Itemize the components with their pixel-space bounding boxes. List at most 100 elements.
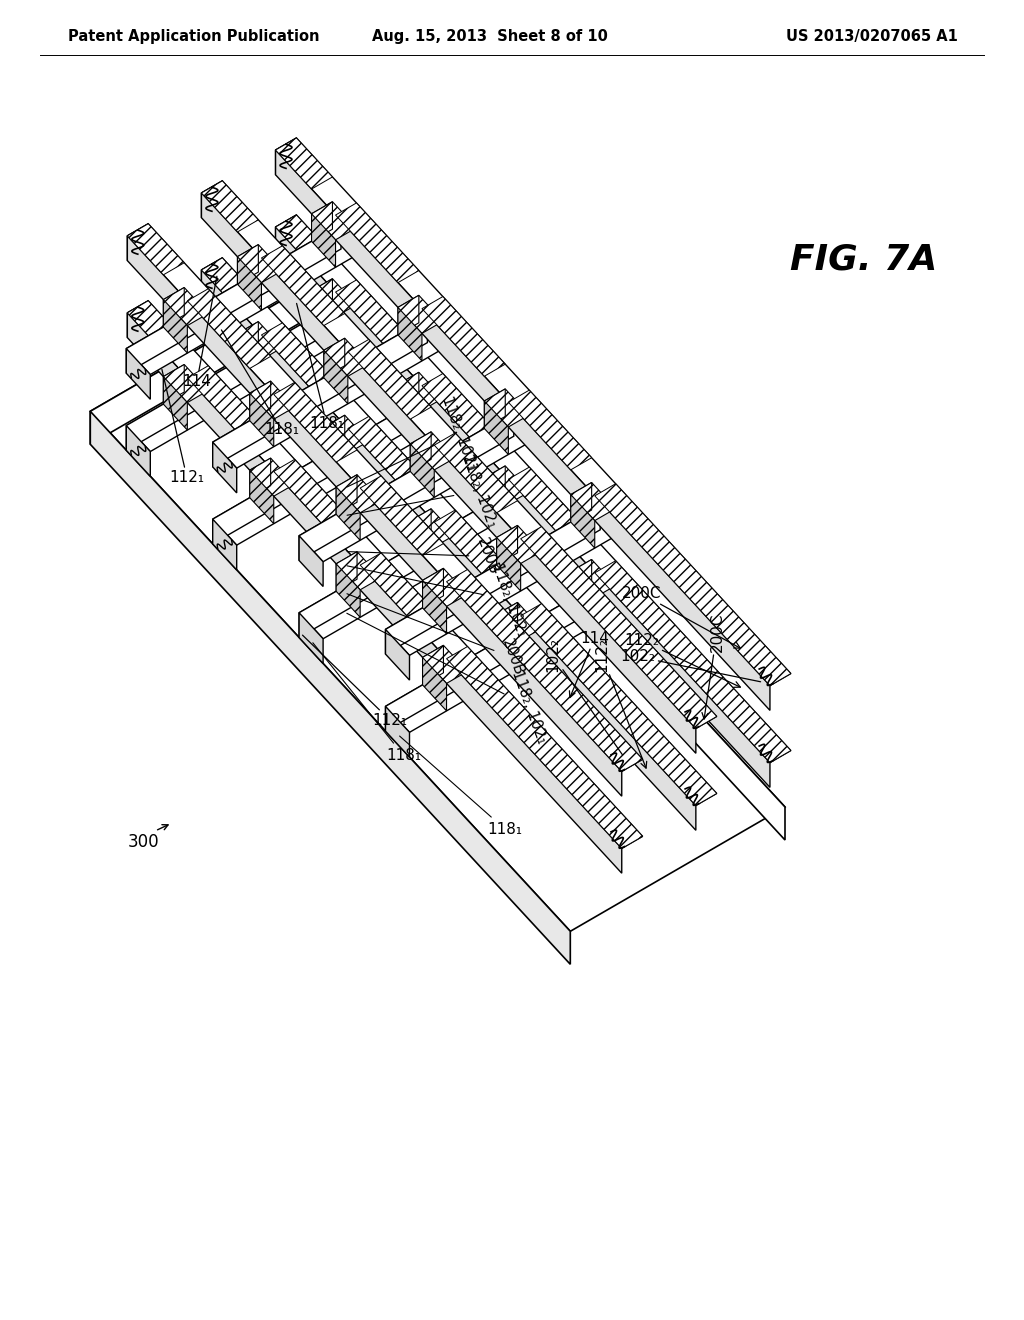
Polygon shape — [126, 425, 151, 477]
Polygon shape — [324, 416, 345, 455]
Polygon shape — [126, 224, 341, 374]
Text: 118₂, 102₁: 118₂, 102₁ — [347, 614, 550, 746]
Text: 102₂: 102₂ — [621, 649, 761, 681]
Polygon shape — [126, 348, 151, 399]
Text: 112₂: 112₂ — [594, 638, 647, 768]
Polygon shape — [497, 537, 520, 591]
Polygon shape — [348, 339, 431, 420]
Polygon shape — [484, 389, 505, 429]
Polygon shape — [127, 313, 622, 874]
Polygon shape — [360, 553, 443, 632]
Text: 102₂: 102₂ — [545, 638, 623, 755]
Polygon shape — [126, 301, 341, 450]
Polygon shape — [299, 612, 324, 664]
Text: FIG. 7A: FIG. 7A — [790, 243, 937, 277]
Polygon shape — [434, 433, 517, 512]
Polygon shape — [275, 139, 297, 174]
Polygon shape — [238, 334, 261, 387]
Polygon shape — [127, 236, 622, 796]
Polygon shape — [273, 383, 357, 462]
Text: 200C: 200C — [623, 586, 740, 648]
Text: 118₂, 102₁: 118₂, 102₁ — [347, 561, 529, 639]
Polygon shape — [497, 602, 542, 640]
Polygon shape — [411, 432, 431, 471]
Polygon shape — [348, 416, 431, 496]
Polygon shape — [385, 582, 600, 731]
Polygon shape — [202, 181, 222, 218]
Polygon shape — [127, 301, 184, 352]
Polygon shape — [238, 322, 258, 362]
Polygon shape — [202, 193, 696, 754]
Polygon shape — [336, 203, 419, 282]
Polygon shape — [90, 286, 305, 445]
Text: 118₂, 102₁: 118₂, 102₁ — [347, 395, 479, 487]
Polygon shape — [127, 301, 643, 849]
Polygon shape — [127, 224, 184, 275]
Polygon shape — [497, 615, 520, 668]
Polygon shape — [484, 389, 529, 426]
Polygon shape — [202, 257, 717, 805]
Polygon shape — [508, 467, 592, 546]
Polygon shape — [127, 224, 643, 771]
Polygon shape — [570, 483, 592, 523]
Polygon shape — [336, 552, 357, 591]
Polygon shape — [261, 246, 345, 326]
Text: 118₁: 118₁ — [297, 304, 344, 430]
Text: 200B: 200B — [347, 594, 526, 678]
Polygon shape — [570, 495, 595, 548]
Polygon shape — [311, 279, 333, 318]
Polygon shape — [275, 150, 770, 710]
Polygon shape — [336, 564, 360, 618]
Polygon shape — [275, 215, 297, 252]
Polygon shape — [398, 296, 442, 334]
Polygon shape — [398, 372, 442, 411]
Polygon shape — [250, 470, 273, 524]
Polygon shape — [520, 603, 717, 805]
Text: 118₁: 118₁ — [221, 330, 299, 437]
Text: US 2013/0207065 A1: US 2013/0207065 A1 — [786, 29, 958, 45]
Polygon shape — [336, 552, 381, 590]
Polygon shape — [311, 279, 356, 317]
Polygon shape — [411, 508, 455, 546]
Polygon shape — [423, 569, 467, 606]
Polygon shape — [411, 432, 455, 470]
Polygon shape — [360, 477, 443, 556]
Polygon shape — [385, 506, 625, 655]
Polygon shape — [127, 301, 148, 338]
Polygon shape — [250, 393, 273, 446]
Polygon shape — [202, 257, 222, 294]
Polygon shape — [311, 202, 333, 242]
Polygon shape — [336, 487, 360, 540]
Text: 118₂, 102₁: 118₂, 102₁ — [347, 451, 500, 529]
Polygon shape — [398, 308, 422, 360]
Polygon shape — [238, 244, 283, 282]
Polygon shape — [299, 488, 514, 638]
Polygon shape — [411, 521, 434, 574]
Polygon shape — [90, 286, 785, 932]
Text: Patent Application Publication: Patent Application Publication — [68, 29, 319, 45]
Polygon shape — [434, 510, 517, 590]
Polygon shape — [324, 428, 348, 480]
Polygon shape — [250, 458, 295, 496]
Polygon shape — [570, 560, 615, 598]
Polygon shape — [275, 227, 770, 788]
Polygon shape — [385, 582, 625, 733]
Polygon shape — [213, 395, 452, 545]
Polygon shape — [484, 466, 505, 506]
Polygon shape — [299, 412, 514, 561]
Polygon shape — [299, 536, 324, 586]
Polygon shape — [250, 381, 295, 420]
Polygon shape — [273, 459, 357, 539]
Polygon shape — [484, 401, 508, 454]
Polygon shape — [202, 271, 696, 830]
Polygon shape — [90, 412, 570, 965]
Polygon shape — [336, 280, 419, 359]
Text: 112₂: 112₂ — [625, 634, 740, 688]
Text: 114: 114 — [569, 631, 609, 697]
Polygon shape — [213, 318, 427, 467]
Polygon shape — [261, 323, 345, 403]
Polygon shape — [305, 286, 785, 840]
Polygon shape — [422, 374, 505, 453]
Polygon shape — [324, 338, 345, 378]
Polygon shape — [202, 181, 717, 729]
